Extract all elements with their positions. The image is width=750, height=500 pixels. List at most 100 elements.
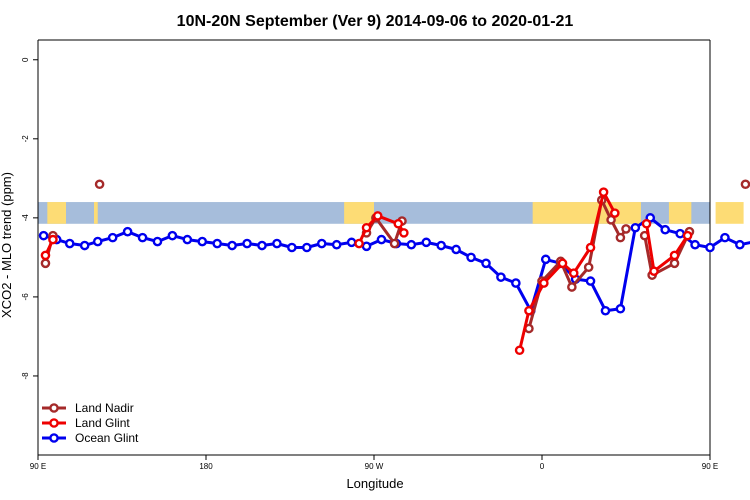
ocean-glint-point (137, 232, 148, 243)
x-tick-label: 0 (540, 462, 545, 471)
ocean-glint-point (152, 236, 163, 247)
ocean-glint-point (197, 236, 208, 247)
ocean-glint-point (511, 278, 521, 288)
ocean-glint-point (720, 232, 730, 243)
ocean-glint-point (660, 224, 671, 235)
land-glint-point (372, 211, 383, 221)
land-glint-point (48, 234, 58, 245)
series-land-glint (40, 187, 693, 356)
land-glint-point (361, 222, 372, 233)
y-tick-label: -6 (21, 293, 30, 301)
ocean-glint-point (272, 238, 282, 249)
ocean-glint-point (242, 238, 252, 249)
ocean-glint-point (122, 226, 133, 237)
x-tick-label: 90 E (30, 462, 46, 471)
y-tick-label: 0 (21, 57, 30, 62)
series-ocean-glint (38, 213, 750, 316)
ocean-glint-point (406, 239, 417, 250)
chart-title: 10N-20N September (Ver 9) 2014-09-06 to … (177, 13, 574, 30)
land-glint-line (518, 190, 617, 351)
legend-label: Ocean Glint (75, 431, 139, 445)
ocean-glint-point (705, 242, 715, 253)
land-glint-point (40, 250, 51, 261)
ocean-glint-point (316, 238, 327, 249)
land-nadir-line (365, 216, 404, 245)
land-nadir-point (740, 179, 750, 190)
land-nadir-point (621, 224, 631, 234)
ocean-glint-point (451, 244, 461, 255)
ocean-glint-point (735, 239, 745, 250)
land-glint-point (610, 208, 620, 218)
land-glint-point (669, 250, 680, 261)
y-tick-label: -8 (21, 372, 30, 380)
series-layer (38, 179, 750, 356)
land-nadir-point (94, 179, 105, 190)
land-glint-point (557, 258, 568, 269)
ocean-glint-point (615, 303, 626, 314)
ocean-glint-point (301, 242, 312, 253)
ocean-glint-point (600, 305, 611, 316)
land-nadir-point (669, 258, 680, 269)
ocean-glint-point (630, 222, 641, 233)
land-glint-point (399, 228, 409, 238)
ocean-glint-point (182, 234, 193, 245)
ocean-glint-point (481, 258, 491, 269)
map-band-land (715, 202, 744, 224)
x-axis-label: Longitude (346, 476, 403, 491)
ocean-glint-point (331, 239, 342, 250)
ocean-glint-point (227, 240, 237, 251)
map-band-land (668, 202, 692, 224)
legend-item-land-glint: Land Glint (42, 416, 130, 430)
land-glint-point (585, 242, 596, 253)
y-axis-label: XCO2 - MLO trend (ppm) (0, 172, 14, 318)
ocean-glint-point (257, 240, 267, 251)
legend-label: Land Glint (75, 416, 130, 430)
ocean-glint-point (690, 239, 700, 250)
ocean-glint-point (361, 241, 372, 252)
ocean-glint-point (436, 240, 447, 251)
map-band-land (344, 202, 374, 224)
land-glint-point (682, 230, 693, 241)
ocean-glint-point (212, 238, 222, 249)
ocean-glint-point (376, 234, 387, 245)
ocean-glint-point (585, 276, 596, 286)
land-glint-point (568, 268, 579, 278)
ocean-glint-point (421, 237, 432, 248)
ocean-glint-point (64, 238, 75, 249)
map-band-land (94, 202, 98, 224)
ocean-glint-point (675, 228, 685, 239)
ocean-glint-point (38, 230, 49, 241)
legend-swatch-marker (49, 433, 59, 443)
land-nadir-point (40, 258, 51, 269)
y-tick-label: -2 (21, 135, 30, 143)
ocean-glint-point (287, 242, 297, 253)
ocean-glint-point (167, 230, 178, 241)
land-glint-line (645, 223, 689, 273)
land-nadir-line (643, 231, 691, 277)
legend-swatch-marker (49, 418, 59, 428)
map-band-land (47, 202, 66, 224)
ocean-glint-point (107, 232, 118, 243)
land-glint-point (354, 238, 364, 249)
x-tick-label: 90 W (365, 462, 384, 471)
legend-item-ocean-glint: Ocean Glint (42, 431, 139, 445)
ocean-glint-point (466, 252, 476, 263)
land-nadir-point (615, 232, 626, 243)
ocean-glint-point (540, 254, 551, 265)
land-nadir-point (389, 238, 400, 249)
ocean-glint-point (496, 272, 506, 282)
land-glint-point (649, 266, 659, 277)
x-tick-label: 90 E (702, 462, 718, 471)
land-glint-point (514, 345, 525, 356)
x-tick-label: 180 (199, 462, 213, 471)
land-nadir-point (606, 215, 616, 225)
y-tick-label: -4 (21, 214, 30, 222)
ocean-glint-point (92, 236, 103, 247)
ocean-glint-point (79, 240, 90, 251)
legend-label: Land Nadir (75, 401, 134, 415)
map-band-land (532, 202, 641, 224)
land-nadir-point (567, 282, 577, 292)
land-glint-point (641, 218, 652, 229)
